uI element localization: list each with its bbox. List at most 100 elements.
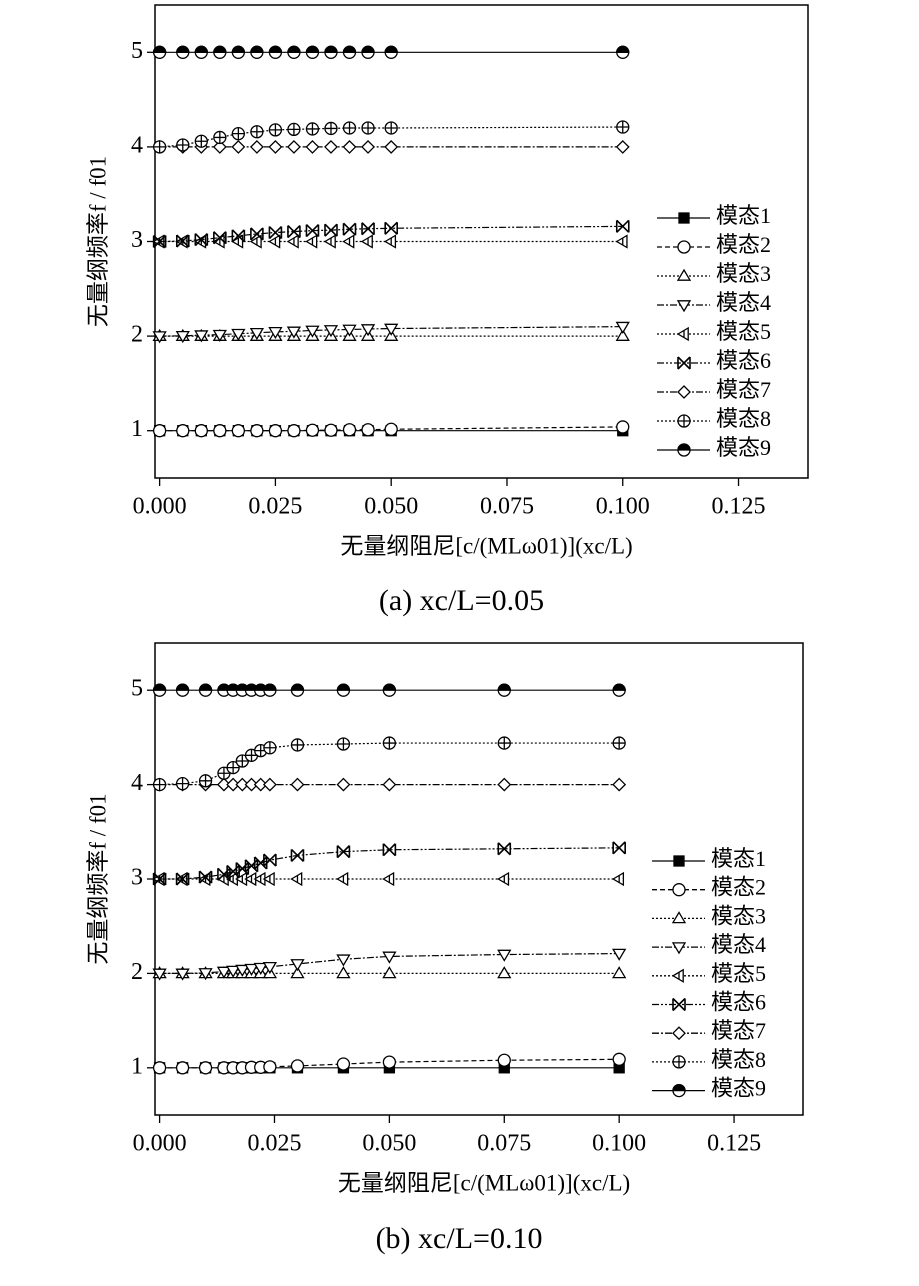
marker-shape — [382, 1055, 397, 1069]
marker-shape — [360, 234, 373, 249]
marker-shape — [676, 326, 689, 342]
y-tick-label: 5 — [131, 38, 143, 64]
marker — [615, 328, 630, 341]
marker-shape — [250, 424, 264, 438]
marker-shape — [231, 45, 246, 53]
marker-shape — [175, 1061, 190, 1075]
marker-shape — [175, 968, 190, 981]
x-tick-label: 0.075 — [477, 1131, 531, 1157]
marker-shape — [269, 123, 282, 136]
marker-shape — [262, 777, 277, 792]
marker — [250, 227, 264, 241]
marker-shape — [677, 356, 691, 370]
marker-shape — [262, 871, 275, 887]
marker-shape — [382, 871, 395, 887]
x-tick-label: 0.125 — [712, 494, 766, 520]
marker-shape — [342, 222, 357, 236]
marker-shape — [290, 848, 305, 862]
marker — [253, 856, 268, 870]
legend-label: 模态8 — [711, 1047, 766, 1072]
marker-shape — [287, 225, 301, 239]
marker-shape — [153, 140, 166, 153]
marker — [305, 234, 318, 249]
marker — [342, 45, 357, 59]
marker-shape — [263, 853, 277, 867]
marker — [305, 139, 320, 154]
marker — [253, 962, 268, 976]
marker — [497, 736, 511, 750]
marker — [268, 139, 283, 154]
marker-shape — [383, 737, 396, 750]
marker — [287, 45, 301, 59]
x-axis-label: 无量纲阻尼[c/(MLω01)](xc/L) — [338, 1170, 630, 1195]
marker-shape — [323, 234, 336, 249]
marker — [615, 234, 628, 249]
series-line — [159, 225, 623, 243]
marker — [152, 424, 167, 438]
marker — [323, 325, 339, 338]
marker-shape — [176, 777, 189, 790]
marker-shape — [305, 234, 318, 249]
marker-shape — [195, 135, 208, 148]
marker — [324, 223, 338, 237]
marker-shape — [615, 328, 630, 341]
marker-shape — [290, 777, 305, 792]
marker — [286, 326, 302, 339]
marker — [287, 225, 301, 239]
marker — [175, 1061, 190, 1075]
legend-label: 模态2 — [716, 232, 771, 257]
marker — [250, 424, 264, 438]
marker-shape — [671, 942, 687, 955]
marker — [152, 872, 167, 886]
marker-shape — [672, 883, 686, 897]
marker — [305, 45, 320, 59]
marker — [382, 736, 397, 750]
marker-shape — [336, 954, 351, 967]
marker-shape — [249, 139, 264, 154]
marker — [262, 871, 275, 887]
marker-shape — [153, 778, 166, 791]
marker — [497, 949, 512, 962]
marker — [290, 848, 305, 862]
marker-shape — [497, 1053, 511, 1067]
marker — [612, 777, 627, 792]
marker — [305, 423, 320, 437]
marker-shape — [199, 774, 212, 787]
marker-shape — [361, 222, 375, 236]
marker — [496, 871, 510, 887]
marker-shape — [324, 139, 338, 154]
marker — [152, 1061, 167, 1075]
marker — [611, 871, 625, 887]
marker — [497, 966, 512, 979]
marker — [677, 414, 691, 428]
legend-label: 模态4 — [711, 932, 766, 957]
marker — [612, 1052, 626, 1066]
marker — [152, 683, 167, 697]
marker-shape — [305, 45, 320, 53]
marker-shape — [324, 122, 337, 135]
marker — [175, 330, 190, 344]
marker-shape — [244, 963, 259, 976]
marker — [324, 121, 338, 136]
marker — [244, 859, 259, 873]
marker-shape — [231, 328, 246, 342]
marker — [382, 683, 397, 697]
x-tick-label: 0.000 — [133, 494, 187, 520]
marker-shape — [613, 737, 626, 750]
marker — [235, 862, 250, 876]
marker-shape — [678, 212, 690, 224]
marker — [342, 121, 357, 135]
marker-shape — [198, 968, 213, 981]
marker — [384, 422, 398, 436]
marker — [194, 45, 208, 59]
marker — [231, 139, 246, 154]
marker — [672, 1083, 686, 1098]
marker — [384, 221, 398, 235]
marker — [249, 234, 262, 249]
marker-shape — [226, 864, 240, 879]
marker-shape — [250, 125, 263, 138]
marker — [384, 323, 399, 336]
marker — [249, 327, 265, 341]
marker-shape — [678, 415, 690, 427]
marker-shape — [360, 324, 376, 337]
